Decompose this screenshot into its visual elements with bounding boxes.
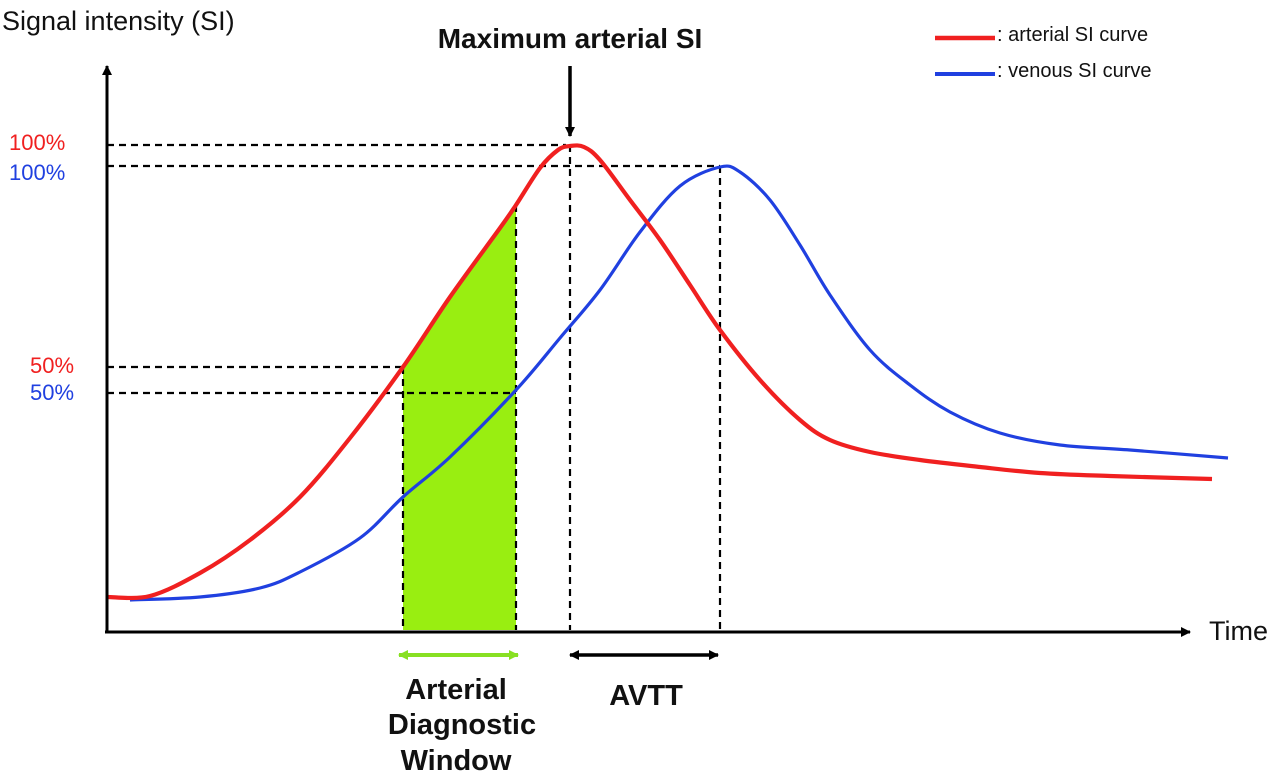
window-label-line1: Arterial [405, 674, 507, 706]
venous-si-curve [129, 164, 1229, 602]
window-label-line2: Diagnostic [388, 709, 536, 741]
venous-100-label: 100% [9, 160, 65, 185]
arterial-100-label: 100% [9, 130, 65, 155]
x-axis-label: Time [1209, 616, 1268, 646]
diagnostic-window-fill [403, 205, 516, 630]
y-axis-label: Signal intensity (SI) [2, 6, 235, 36]
guide-lines [107, 143, 722, 630]
avtt-label: AVTT [609, 680, 683, 712]
max-arterial-si-label: Maximum arterial SI [438, 23, 703, 54]
legend-venous-label: : venous SI curve [997, 60, 1152, 82]
legend: : arterial SI curve : venous SI curve [935, 24, 1152, 82]
venous-50-label: 50% [30, 380, 74, 405]
window-label-line3: Window [401, 745, 512, 777]
arterial-50-label: 50% [30, 353, 74, 378]
legend-arterial-label: : arterial SI curve [997, 24, 1148, 46]
arterial-si-curve [106, 143, 1213, 601]
